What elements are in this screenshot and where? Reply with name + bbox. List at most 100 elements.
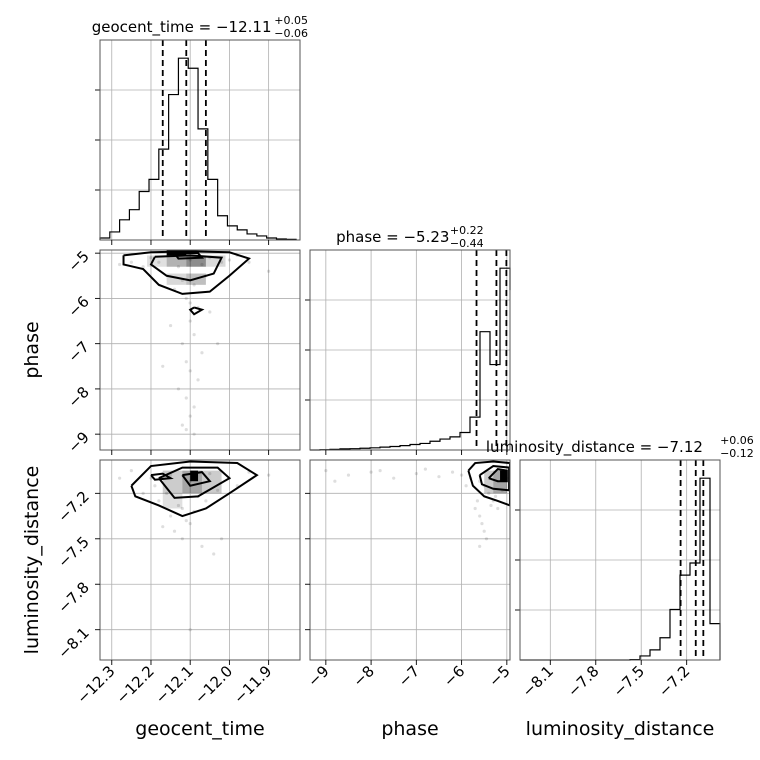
sample-point [153, 484, 157, 488]
sample-point [267, 269, 271, 273]
x-axis-label-geocent_time: geocent_time [135, 718, 264, 740]
density-cell [166, 273, 187, 285]
sample-point [196, 378, 200, 382]
sample-point [216, 488, 220, 492]
sample-point [157, 499, 161, 503]
density-cell [190, 470, 199, 482]
x-tick-label: −9 [304, 662, 332, 690]
density-cell [186, 255, 206, 267]
sample-point [184, 296, 188, 301]
x-tick-label: −7 [395, 662, 423, 690]
x-tick-label: −7.8 [564, 662, 602, 700]
sample-point [392, 476, 396, 480]
sample-point [184, 396, 188, 400]
histogram-geocent_time [99, 57, 297, 240]
scatter-panel-geocent_time-phase [95, 249, 301, 455]
density-cell [147, 255, 167, 267]
sample-point [480, 522, 484, 526]
title-minus: −0.06 [274, 27, 308, 40]
sample-point [188, 628, 192, 632]
scatter-panel-phase-luminosity_distance [305, 459, 511, 665]
sample-point [168, 514, 173, 518]
sample-point [180, 537, 184, 541]
sample-point [161, 525, 165, 529]
histogram-panel-phase: phase = −5.23 +0.22−0.44 [305, 224, 511, 455]
sample-point [200, 262, 204, 267]
sample-point [176, 387, 181, 391]
y-axis-label-luminosity_distance: luminosity_distance [21, 466, 43, 655]
scatter-panel-geocent_time-luminosity_distance [95, 459, 301, 665]
sample-point [129, 260, 133, 264]
histogram-phase [310, 267, 511, 451]
sample-point [219, 537, 224, 541]
sample-point [227, 258, 232, 262]
x-axis-label-luminosity_distance: luminosity_distance [526, 718, 715, 740]
x-tick-label: −7.5 [610, 662, 648, 700]
sample-point [482, 529, 486, 533]
density-cell [500, 470, 507, 482]
sample-point [247, 260, 251, 264]
density-cell [166, 255, 187, 267]
panel-content [100, 250, 300, 450]
panel-frame [99, 39, 301, 241]
sample-point [378, 469, 382, 473]
density-cell [205, 255, 226, 267]
sample-point [184, 428, 188, 432]
sample-point [475, 499, 480, 503]
sample-point [180, 342, 184, 346]
x-tick-label: −5 [485, 662, 513, 690]
sample-point [188, 301, 192, 305]
sample-point [157, 260, 161, 264]
contour-line [173, 252, 205, 260]
panel-frame [99, 459, 301, 661]
sample-point [184, 519, 188, 523]
sample-point [168, 323, 173, 328]
title-plus: +0.22 [450, 224, 484, 237]
sample-point [118, 476, 122, 480]
sample-point [493, 494, 498, 498]
sample-point [184, 360, 188, 364]
density-cell [484, 470, 494, 494]
sample-point [484, 537, 489, 541]
panel-frame [309, 249, 511, 451]
title-geocent_time: geocent_time = −12.11 +0.05−0.06 [92, 14, 308, 40]
sample-point [464, 484, 468, 488]
sample-point [473, 506, 477, 511]
y-tick-label: −9 [64, 428, 92, 456]
histogram-panel-luminosity_distance: luminosity_distance = −7.12 +0.06−0.12 [486, 434, 754, 665]
title-main: luminosity_distance = −7.12 [486, 438, 703, 457]
sample-point [200, 544, 204, 548]
sample-point [180, 506, 184, 511]
contour-line [158, 466, 232, 499]
sample-point [172, 529, 177, 533]
sample-point [324, 469, 328, 473]
y-tick-label: −5 [64, 247, 92, 275]
y-tick-label: −6 [64, 293, 92, 321]
sample-point [346, 473, 351, 477]
y-tick-label: −7.2 [54, 487, 92, 525]
sample-point [165, 491, 169, 495]
title-plus: +0.05 [274, 14, 308, 27]
y-tick-label: −8 [64, 383, 92, 411]
sample-point [188, 414, 192, 418]
sample-point [168, 473, 173, 477]
x-tick-label: −6 [440, 662, 468, 690]
sample-point [188, 522, 192, 526]
panel-frame [519, 459, 721, 661]
sample-point [188, 369, 192, 373]
sample-point [478, 514, 482, 518]
x-tick-label: −8.1 [519, 662, 557, 700]
contour-line [478, 465, 510, 492]
x-tick-label: −12.2 [113, 662, 158, 707]
sample-point [333, 479, 337, 483]
sample-point [423, 467, 427, 471]
title-minus: −0.44 [450, 237, 484, 250]
contour-line [181, 471, 212, 487]
y-tick-label: −8.1 [54, 624, 92, 662]
histogram-panel-geocent_time: geocent_time = −12.11 +0.05−0.06 [92, 14, 308, 245]
sample-point [487, 491, 491, 495]
sample-point [192, 333, 196, 337]
contour-line [150, 472, 174, 481]
x-axis-label-phase: phase [381, 718, 438, 740]
sample-point [459, 473, 464, 477]
